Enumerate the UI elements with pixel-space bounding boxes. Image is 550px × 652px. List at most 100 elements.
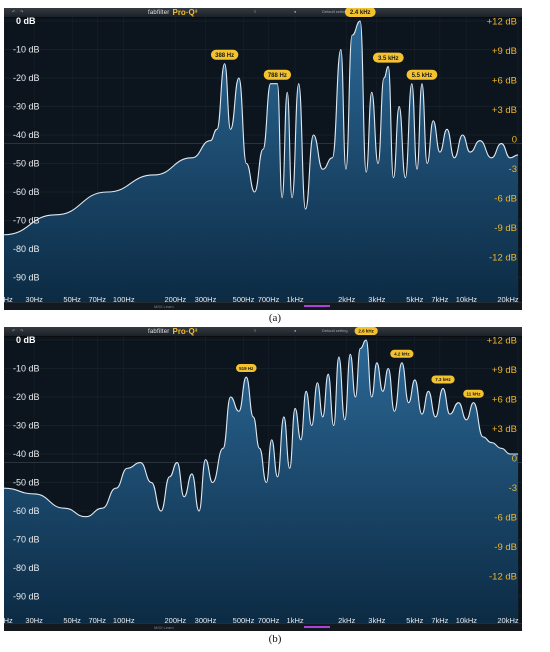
peak-marker[interactable]: 11 kHz <box>463 389 484 398</box>
db-scale-label: -20 dB <box>13 392 40 402</box>
frequency-label: 7kHz <box>431 616 448 625</box>
peak-marker[interactable]: 5.5 kHz <box>406 69 438 80</box>
peak-marker[interactable]: 4.2 kHz <box>390 349 414 358</box>
spectrum-curve <box>4 20 519 236</box>
db-scale-label: -60 dB <box>13 506 40 516</box>
eq-gain-label: -6 dB <box>494 193 517 204</box>
frequency-label: 500Hz <box>233 295 255 304</box>
plugin-toolbar: ↶ ↷ ≡ ● fabfilter Pro·Q³ Default setting <box>4 8 522 18</box>
db-scale-label: -30 dB <box>13 421 40 431</box>
logo-brand-text: fabfilter <box>148 328 170 335</box>
compare-icon[interactable]: ≡ <box>254 328 257 333</box>
peak-marker[interactable]: 2.6 kHz <box>354 327 378 335</box>
frequency-label: 3kHz <box>368 295 385 304</box>
db-scale-label: -10 dB <box>13 45 40 55</box>
preset-selector[interactable]: Default setting <box>322 328 348 333</box>
db-scale-label: -30 dB <box>13 102 40 112</box>
frequency-label: 3kHz <box>368 616 385 625</box>
peak-frequency-label: 4.2 kHz <box>394 352 410 357</box>
db-scale-label: -20 dB <box>13 73 40 83</box>
midi-learn-button[interactable]: MIDI Learn <box>154 625 174 630</box>
eq-gain-label: +3 dB <box>492 105 517 116</box>
db-scale-label: -50 dB <box>13 159 40 169</box>
db-scale-label: -90 dB <box>13 592 40 602</box>
peak-marker[interactable]: 3.5 kHz <box>372 52 404 63</box>
redo-icon[interactable]: ↷ <box>20 9 24 14</box>
db-scale-label: -80 dB <box>13 563 40 573</box>
settings-icon[interactable]: ● <box>294 328 297 333</box>
peak-frequency-label: 3.5 kHz <box>378 56 399 62</box>
eq-gain-label: 0 <box>512 134 517 145</box>
eq-gain-label: -3 <box>509 483 517 494</box>
frequency-label: 1kHz <box>287 295 304 304</box>
frequency-label: 5kHz <box>406 616 423 625</box>
frequency-label: 10kHz <box>456 616 478 625</box>
eq-gain-label: -3 <box>509 164 517 175</box>
frequency-label: 500Hz <box>233 616 255 625</box>
peak-marker[interactable]: 788 Hz <box>263 69 292 80</box>
peak-marker[interactable]: 2.4 kHz <box>344 8 376 17</box>
spectrum-analyzer[interactable]: 0 dB -10 dB -20 dB -30 dB -40 dB -50 dB -60 dB… <box>4 327 522 631</box>
eq-gain-label: +6 dB <box>492 394 517 405</box>
frequency-label: 70Hz <box>88 616 106 625</box>
peak-marker[interactable]: 388 Hz <box>210 49 239 60</box>
frequency-label: 20Hz <box>4 295 13 304</box>
frequency-label: 20Hz <box>4 616 13 625</box>
frequency-label: 50Hz <box>63 616 81 625</box>
peak-marker[interactable]: 7.3 kHz <box>431 375 455 384</box>
frequency-label: 7kHz <box>431 295 448 304</box>
caption-b: (b) <box>268 633 282 645</box>
frequency-label: 30Hz <box>25 295 43 304</box>
eq-gain-label: -12 dB <box>489 571 517 582</box>
peak-frequency-label: 7.3 kHz <box>435 377 451 382</box>
db-scale-label: -40 dB <box>13 130 40 140</box>
db-scale-label: -70 dB <box>13 535 40 545</box>
redo-icon[interactable]: ↷ <box>20 328 24 333</box>
logo-product-text: Pro·Q³ <box>172 327 198 336</box>
eq-gain-label: -12 dB <box>489 252 517 263</box>
peak-frequency-label: 11 kHz <box>467 391 482 396</box>
compare-icon[interactable]: ≡ <box>254 9 257 14</box>
frequency-label: 200Hz <box>164 616 186 625</box>
peak-frequency-label: 788 Hz <box>268 73 287 79</box>
peak-frequency-label: 5.5 kHz <box>412 73 433 79</box>
midi-learn-button[interactable]: MIDI Learn <box>154 304 174 309</box>
eq-gain-label: -6 dB <box>494 512 517 523</box>
frequency-label: 20kHz <box>497 295 519 304</box>
db-scale-label: -60 dB <box>13 187 40 197</box>
peak-frequency-label: 388 Hz <box>215 53 234 59</box>
eq-gain-label: +9 dB <box>492 46 517 57</box>
preset-selector[interactable]: Default setting <box>322 9 348 14</box>
plugin-bottom-bar: MIDI Learn <box>4 623 522 631</box>
db-scale-label: -50 dB <box>13 478 40 488</box>
peak-frequency-label: 519 Hz <box>239 366 254 371</box>
frequency-label: 300Hz <box>195 616 217 625</box>
eq-gain-label: +12 dB <box>487 17 517 28</box>
peak-marker[interactable]: 519 Hz <box>235 364 257 373</box>
logo-brand-text: fabfilter <box>148 9 170 16</box>
frequency-label: 20kHz <box>497 616 519 625</box>
frequency-label: 200Hz <box>164 295 186 304</box>
eq-gain-label: -9 dB <box>494 542 517 553</box>
settings-icon[interactable]: ● <box>294 9 297 14</box>
eq-gain-label: 0 <box>512 453 517 464</box>
undo-icon[interactable]: ↶ <box>12 328 16 333</box>
eq-gain-label: +9 dB <box>492 365 517 376</box>
fabfilter-logo: fabfilter Pro·Q³ <box>148 8 197 17</box>
frequency-label: 700Hz <box>258 295 280 304</box>
spectrum-analyzer[interactable]: 0 dB -10 dB -20 dB -30 dB -40 dB -50 dB -60 dB… <box>4 8 522 310</box>
eq-gain-label: +6 dB <box>492 75 517 86</box>
db-scale-label: -40 dB <box>13 449 40 459</box>
eq-gain-label: -9 dB <box>494 223 517 234</box>
plugin-bottom-bar: MIDI Learn <box>4 302 522 310</box>
spectrum-fill <box>4 340 518 631</box>
frequency-label: 10kHz <box>456 295 478 304</box>
frequency-label: 50Hz <box>63 295 81 304</box>
fabfilter-logo: fabfilter Pro·Q³ <box>148 327 197 336</box>
spectrum-fill <box>4 21 518 310</box>
undo-icon[interactable]: ↶ <box>12 9 16 14</box>
frequency-label: 100Hz <box>113 295 135 304</box>
db-scale-label: -10 dB <box>13 364 40 374</box>
db-scale-label: -70 dB <box>13 216 40 226</box>
analyzer-panel-a: ↶ ↷ ≡ ● fabfilter Pro·Q³ Default setting… <box>4 8 522 310</box>
